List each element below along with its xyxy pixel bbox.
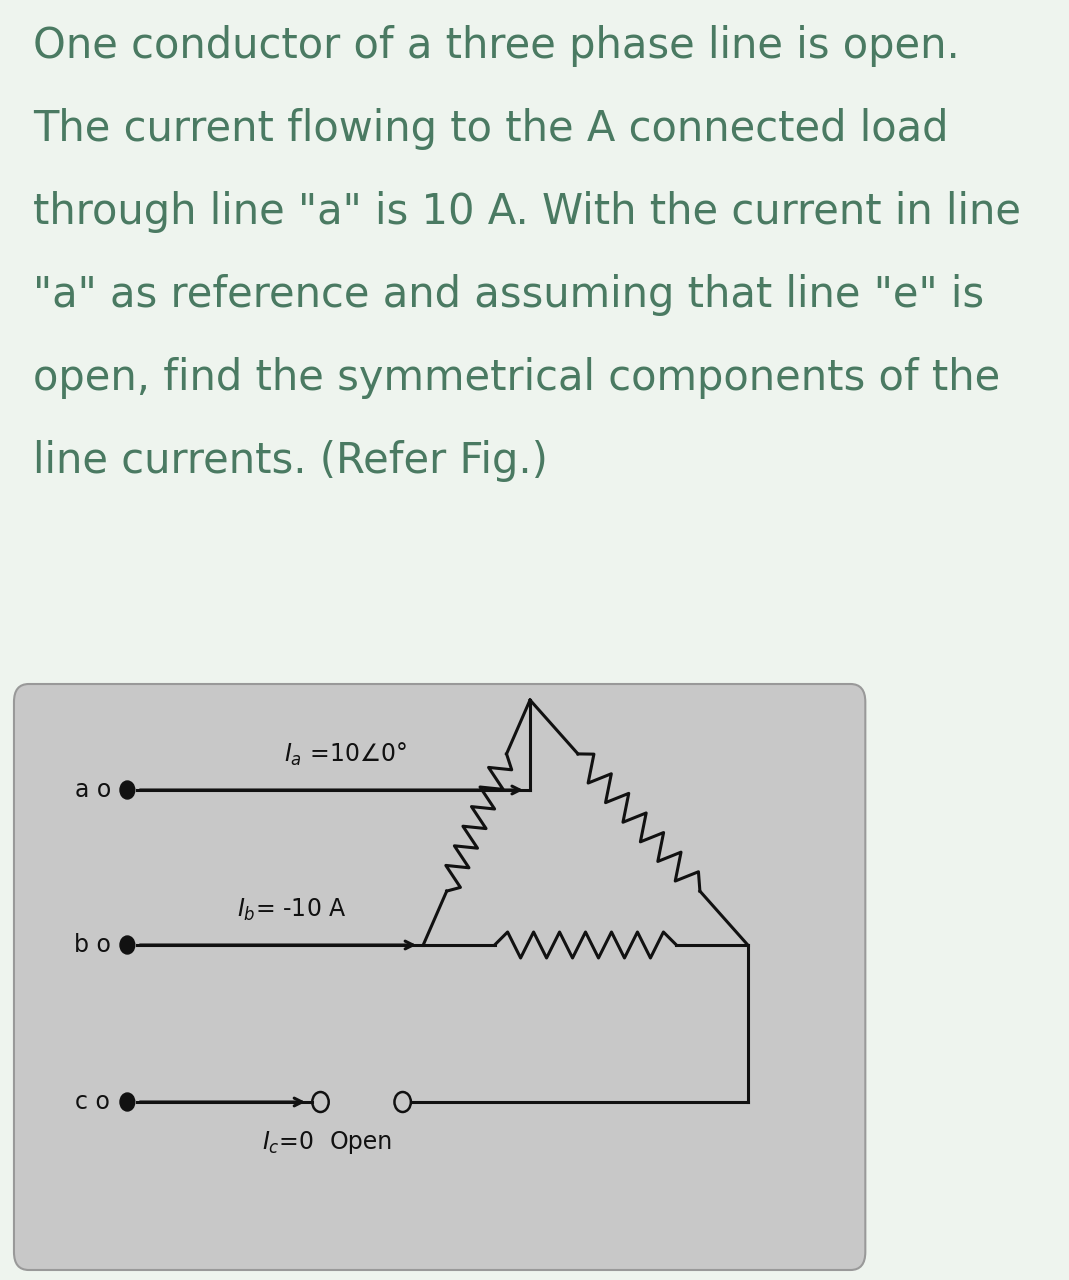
Text: Open: Open bbox=[330, 1130, 393, 1155]
Text: c o: c o bbox=[76, 1091, 110, 1114]
Text: open, find the symmetrical components of the: open, find the symmetrical components of… bbox=[33, 357, 1001, 399]
Text: "a" as reference and assuming that line "e" is: "a" as reference and assuming that line … bbox=[33, 274, 983, 316]
Text: $I_a$ =10$\angle$0°: $I_a$ =10$\angle$0° bbox=[283, 741, 406, 768]
Text: line currents. (Refer Fig.): line currents. (Refer Fig.) bbox=[33, 440, 547, 483]
Text: $I_b$= -10 A: $I_b$= -10 A bbox=[237, 897, 346, 923]
FancyBboxPatch shape bbox=[14, 684, 865, 1270]
Text: a o: a o bbox=[75, 778, 111, 803]
Text: b o: b o bbox=[75, 933, 111, 957]
Circle shape bbox=[120, 781, 135, 799]
Text: through line "a" is 10 A. With the current in line: through line "a" is 10 A. With the curre… bbox=[33, 191, 1021, 233]
Circle shape bbox=[120, 936, 135, 954]
Text: $I_c$=0: $I_c$=0 bbox=[262, 1130, 313, 1156]
Text: One conductor of a three phase line is open.: One conductor of a three phase line is o… bbox=[33, 26, 960, 67]
Text: The current flowing to the A connected load: The current flowing to the A connected l… bbox=[33, 108, 948, 150]
Circle shape bbox=[120, 1093, 135, 1111]
